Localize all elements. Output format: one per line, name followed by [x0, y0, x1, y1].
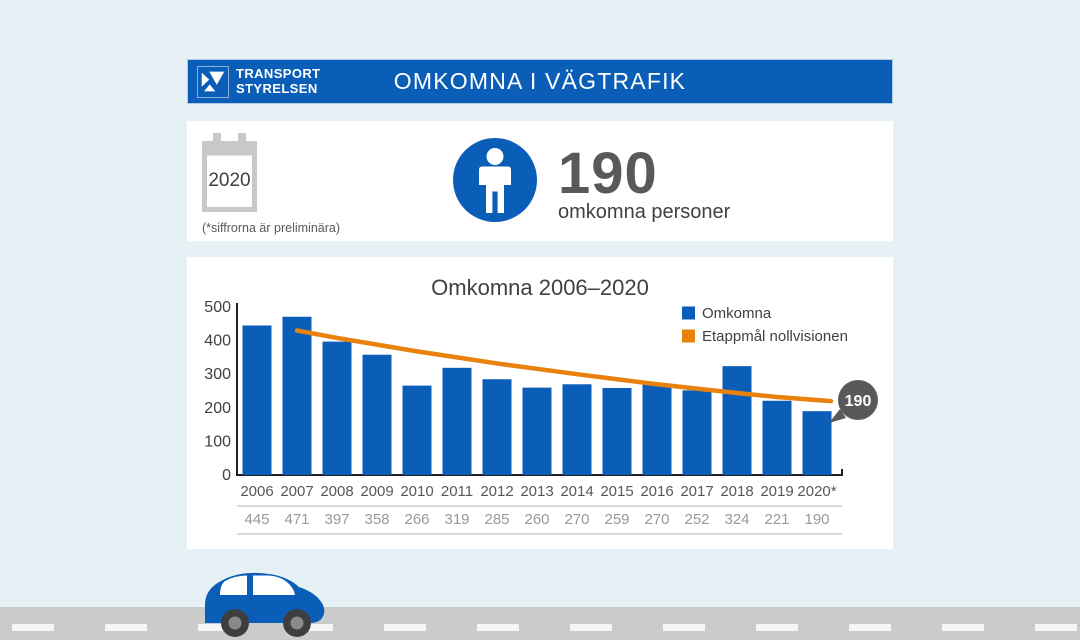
year-label: 2010 [400, 483, 433, 500]
year-label: 2009 [360, 483, 393, 500]
calendar-icon: 2020 [202, 133, 257, 215]
callout-text: 190 [845, 393, 872, 410]
value-label: 319 [444, 511, 469, 528]
value-label: 358 [364, 511, 389, 528]
callout-bubble [838, 380, 878, 420]
bar-2007 [282, 316, 312, 475]
bar-2012 [482, 379, 512, 475]
y-tick-label: 500 [204, 299, 231, 316]
logo-text-line2: STYRELSEN [236, 80, 318, 96]
year-label: 2012 [480, 483, 513, 500]
bar-2014 [562, 384, 592, 475]
bar-2016 [642, 384, 672, 475]
y-tick-label: 100 [204, 433, 231, 450]
callout-tail [829, 409, 846, 423]
y-tick-label: 400 [204, 333, 231, 350]
road-graphic [0, 607, 1080, 640]
bar-2006 [242, 325, 272, 475]
transportstyrelsen-logo: TRANSPORT STYRELSEN [197, 65, 321, 98]
y-tick-label: 200 [204, 400, 231, 417]
person-icon [453, 138, 537, 222]
bar-2009 [362, 354, 392, 475]
bar-2018 [722, 366, 752, 475]
year-label: 2007 [280, 483, 313, 500]
calendar-year: 2020 [208, 170, 251, 191]
bar-2017 [682, 390, 712, 475]
value-label: 397 [324, 511, 349, 528]
value-label: 471 [284, 511, 309, 528]
preliminary-note: (*siffrorna är preliminära) [202, 221, 341, 235]
legend-swatch-2 [682, 329, 695, 343]
year-label: 2011 [441, 483, 473, 500]
year-label: 2020* [797, 483, 836, 500]
chart-title: Omkomna 2006–2020 [431, 275, 649, 300]
value-label: 260 [524, 511, 549, 528]
logo-text-line1: TRANSPORT [236, 65, 321, 81]
legend-label: Etappmål nollvisionen [702, 328, 848, 345]
year-label: 2018 [720, 483, 753, 500]
year-label: 2019 [760, 483, 793, 500]
target-line [294, 328, 834, 404]
year-label: 2015 [600, 483, 633, 500]
bar-2020* [802, 411, 832, 475]
year-label: 2014 [560, 483, 593, 500]
death-count-label: omkomna personer [558, 201, 731, 223]
value-label: 252 [684, 511, 709, 528]
value-label: 285 [484, 511, 509, 528]
car-icon [205, 572, 325, 637]
omkomna-bar-chart: 0 100 200 300 400 500 Omkomna Etappmål nollvisi… [204, 299, 878, 535]
value-label: 190 [804, 511, 829, 528]
calendar-icon-graphic [202, 133, 257, 212]
value-label: 324 [724, 511, 749, 528]
value-label: 266 [404, 511, 429, 528]
chart-card: Omkomna 2006–2020 0 100 200 300 400 500 Omkomn… [187, 257, 893, 549]
year-label: 2016 [640, 483, 673, 500]
legend-label: Omkomna [702, 305, 772, 322]
y-tick-label: 300 [204, 366, 231, 383]
bar-2013 [522, 387, 552, 475]
year-label: 2017 [680, 483, 713, 500]
summary-card: 2020 (*siffrorna är preliminära) 190 omk… [187, 121, 893, 241]
value-label: 221 [764, 511, 789, 528]
bar-2019 [762, 400, 792, 475]
year-label: 2013 [520, 483, 553, 500]
year-label: 2006 [240, 483, 273, 500]
value-label: 270 [564, 511, 589, 528]
road-lane-markings [0, 624, 1080, 631]
value-label: 259 [604, 511, 629, 528]
value-label: 270 [644, 511, 669, 528]
death-count: 190 [558, 141, 658, 206]
bar-2010 [402, 385, 432, 475]
bar-2008 [322, 341, 352, 475]
bar-2011 [442, 367, 472, 475]
year-label: 2008 [320, 483, 353, 500]
page-title: OMKOMNA I VÄGTRAFIK [393, 68, 687, 94]
bar-2015 [602, 387, 632, 475]
value-label: 445 [244, 511, 269, 528]
legend-swatch-1 [682, 306, 695, 320]
y-tick-label: 0 [222, 467, 231, 484]
logo-icon [197, 65, 229, 98]
logo-text: TRANSPORT STYRELSEN [236, 65, 321, 96]
header-bar: TRANSPORT STYRELSEN OMKOMNA I VÄGTRAFIK [187, 59, 893, 104]
